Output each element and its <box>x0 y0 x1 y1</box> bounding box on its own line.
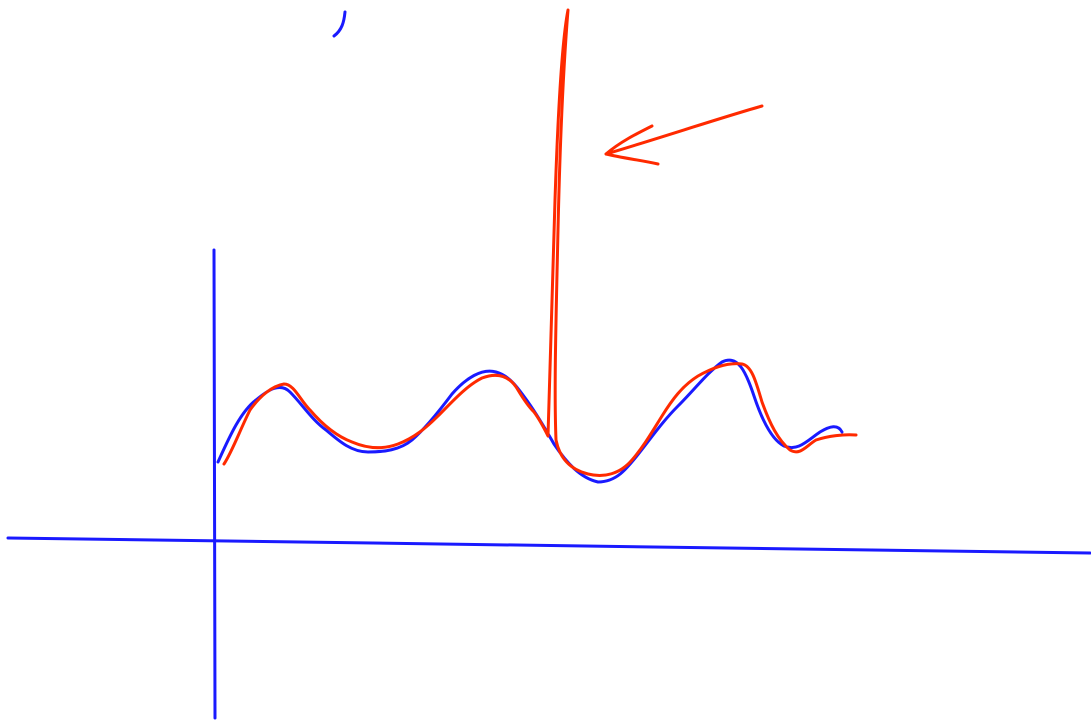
top-blue-scribble <box>332 10 347 38</box>
blue-wave-curve <box>216 358 844 484</box>
x-axis <box>6 536 1091 555</box>
y-axis <box>212 248 217 720</box>
red-wave-curve-with-spike <box>222 8 858 477</box>
red-arrow <box>604 104 764 166</box>
